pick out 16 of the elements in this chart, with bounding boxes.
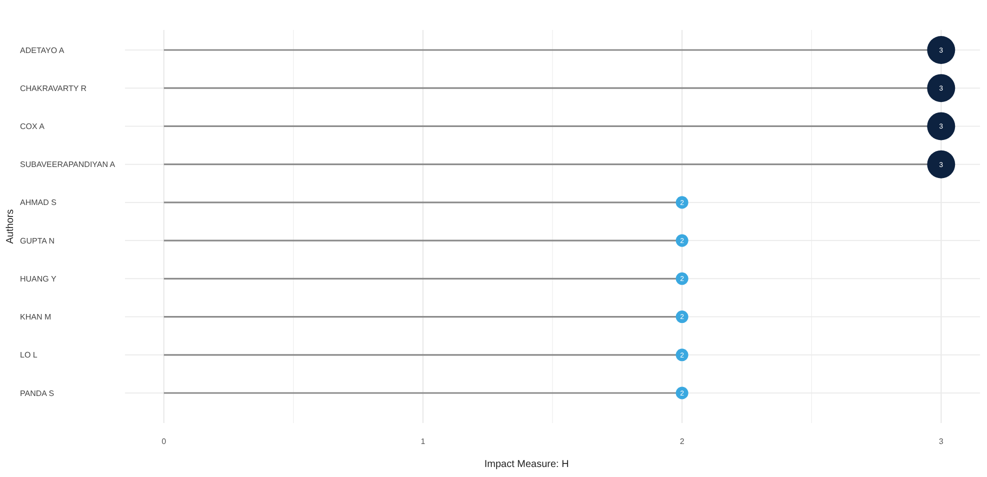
y-tick-label: AHMAD S: [20, 198, 56, 208]
x-tick-label: 1: [420, 437, 426, 446]
x-tick-label: 2: [680, 437, 685, 446]
x-tick-label: 0: [162, 437, 167, 446]
y-tick-label: SUBAVEERAPANDIYAN A: [20, 160, 116, 170]
x-axis-title: Impact Measure: H: [484, 459, 569, 470]
y-tick-label: GUPTA N: [20, 236, 55, 246]
y-tick-label: LO L: [20, 350, 38, 360]
y-axis-title: Authors: [5, 209, 16, 244]
y-tick-label: COX A: [20, 122, 46, 132]
y-tick-label: CHAKRAVARTY R: [20, 84, 87, 93]
y-tick-label: KHAN M: [20, 312, 52, 322]
y-tick-label: ADETAYO A: [20, 46, 65, 55]
y-tick-label: HUANG Y: [20, 274, 57, 284]
y-tick-label: PANDA S: [20, 388, 54, 398]
x-tick-label: 3: [938, 437, 944, 446]
